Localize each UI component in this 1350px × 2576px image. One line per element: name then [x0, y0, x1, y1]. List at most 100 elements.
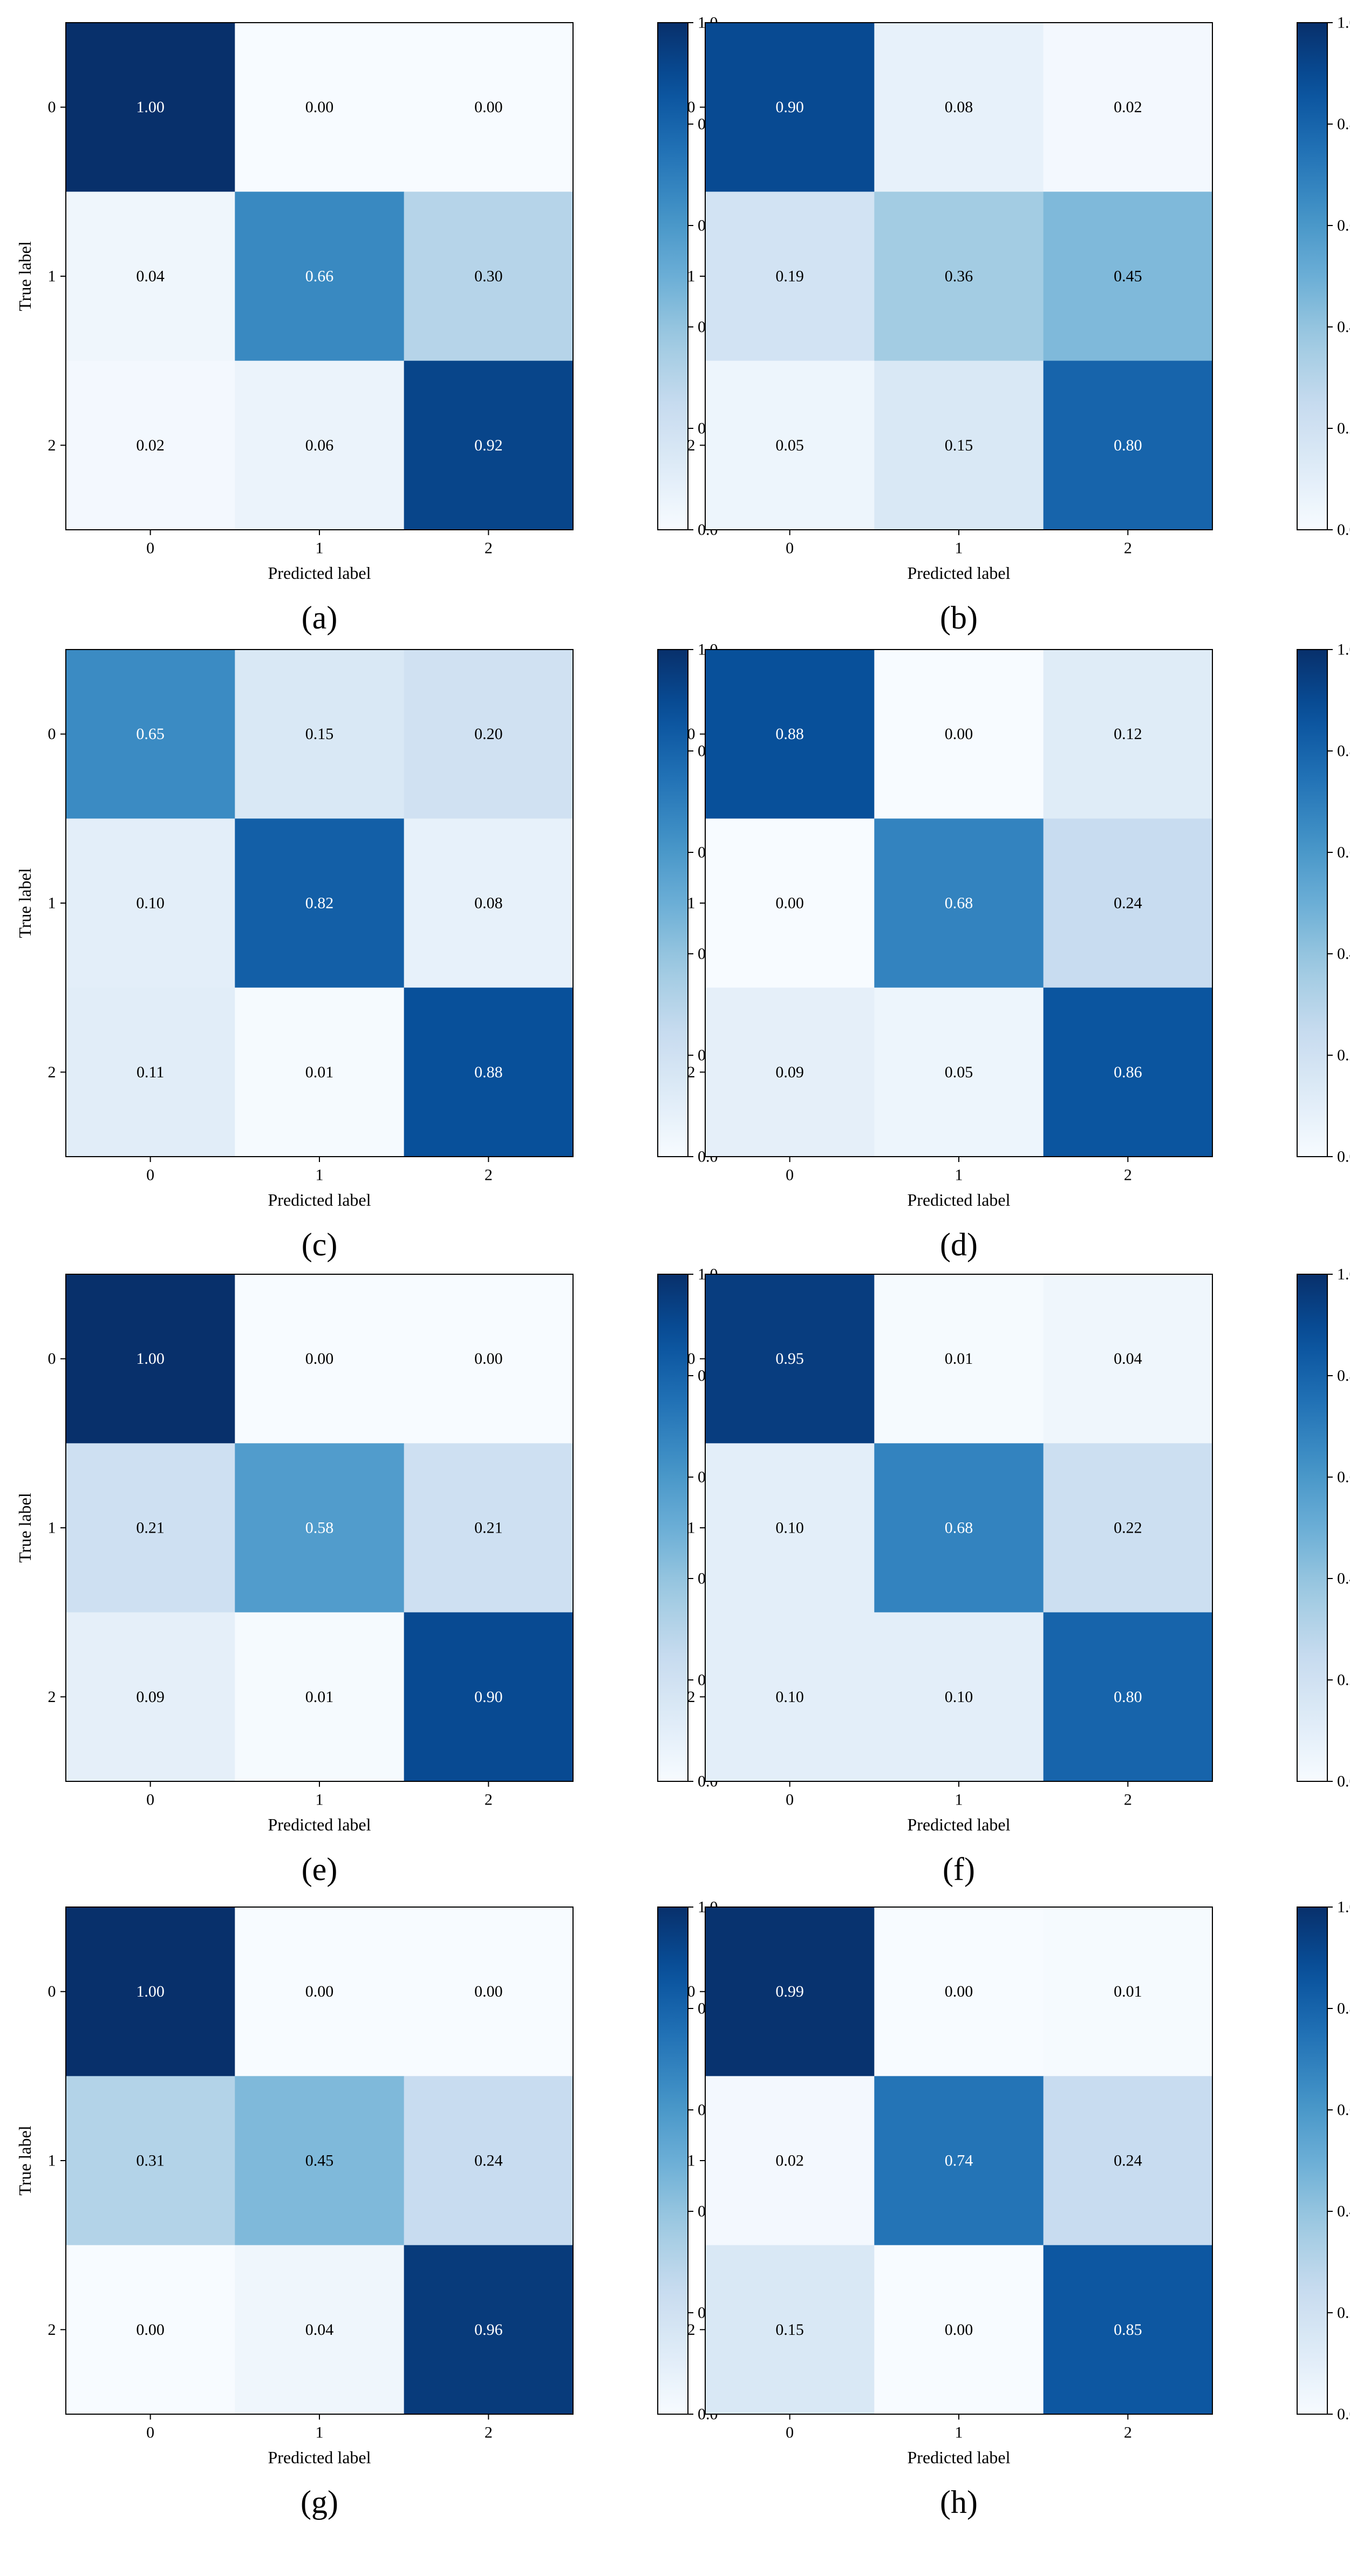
y-tick-label: 0: [48, 1983, 56, 2000]
panel-b: 0.90 0.08 0.020.19 0.36 0.450.05 0.15 0.800 1 20…: [687, 14, 1350, 636]
colorbar-tick-label: 1.0: [1337, 1898, 1350, 1916]
panel-f: 0.95 0.01 0.040.10 0.68 0.220.10 0.10 0.800 1 20…: [687, 1266, 1350, 1888]
cell-value-label: 0.21: [474, 1519, 503, 1537]
y-tick-label: 1: [687, 268, 696, 285]
x-tick-label: 1: [955, 539, 963, 557]
cell-value-label: 0.01: [945, 1350, 973, 1368]
colorbar: [657, 1274, 688, 1782]
x-axis-label: Predicted label: [907, 2448, 1010, 2467]
x-tick-label: 0: [146, 1791, 154, 1809]
heatmap-cell: [235, 1612, 405, 1782]
y-axis-label: True label: [15, 1493, 35, 1563]
x-tick-label: 2: [485, 539, 493, 557]
heatmap-cell: [874, 1274, 1044, 1444]
x-tick-label: 0: [786, 1791, 794, 1809]
heatmap-cell: [705, 1907, 875, 2076]
cell-value-label: 0.15: [775, 2321, 804, 2339]
heatmap-cell: [404, 650, 574, 819]
y-tick-label: 0: [48, 1350, 56, 1368]
x-axis-label: Predicted label: [268, 1815, 371, 1834]
panel-caption: (g): [301, 2484, 338, 2520]
colorbar: [1297, 22, 1328, 530]
x-tick-label: 1: [316, 2424, 324, 2442]
y-axis-label: True label: [15, 2126, 35, 2196]
cell-value-label: 0.15: [945, 436, 973, 454]
heatmap-cell: [404, 360, 574, 530]
cell-value-label: 0.11: [137, 1063, 164, 1081]
heatmap-cell: [66, 650, 235, 819]
colorbar-tick-label: 0.6: [1337, 217, 1350, 235]
heatmap-cell: [874, 1443, 1044, 1613]
colorbar-tick-label: 1.0: [1337, 14, 1350, 32]
cell-value-label: 0.65: [136, 725, 165, 743]
colorbar-tick-label: 0.8: [1337, 742, 1350, 760]
heatmap-cell: [235, 818, 405, 988]
panel-caption: (a): [302, 600, 338, 636]
heatmap-cell: [1043, 818, 1213, 988]
heatmap-cell: [235, 987, 405, 1157]
panel-caption: (f): [943, 1851, 975, 1887]
cell-value-label: 0.45: [305, 2152, 334, 2170]
heatmap-cell: [1043, 2076, 1213, 2246]
heatmap-cell: [874, 987, 1044, 1157]
y-tick-label: 0: [48, 725, 56, 743]
x-tick-label: 1: [955, 1166, 963, 1184]
cell-value-label: 0.10: [136, 894, 165, 912]
cell-value-label: 0.10: [945, 1688, 973, 1706]
cell-value-label: 0.31: [136, 2152, 165, 2170]
cell-value-label: 0.06: [305, 436, 334, 454]
heatmap-cell: [66, 1274, 235, 1444]
colorbar-tick-label: 0.4: [1337, 1570, 1350, 1588]
heatmap-cell: [235, 192, 405, 361]
colorbar-tick-label: 0.2: [1337, 2304, 1350, 2322]
heatmap-cell: [235, 1443, 405, 1613]
x-tick-label: 2: [1124, 1791, 1132, 1809]
colorbar-tick-label: 1.0: [1337, 641, 1350, 659]
x-tick-label: 0: [786, 539, 794, 557]
heatmap-cell: [1043, 1274, 1213, 1444]
colorbar-tick-label: 0.0: [1337, 521, 1350, 539]
cell-value-label: 0.05: [945, 1063, 973, 1081]
cell-value-label: 0.00: [945, 1983, 973, 2000]
colorbar: [657, 22, 688, 530]
y-tick-label: 2: [687, 2321, 696, 2339]
y-tick-label: 1: [48, 1519, 56, 1537]
x-axis-label: Predicted label: [907, 1815, 1010, 1834]
heatmap-cell: [235, 2076, 405, 2246]
panel-a: 1.00 0.00 0.00 0.04 0.66 0.30 0.02 0.06 0.92 0 1 2 0…: [15, 14, 718, 636]
heatmap-cell: [66, 987, 235, 1157]
cell-value-label: 0.00: [474, 1983, 503, 2000]
cell-value-label: 0.24: [1114, 894, 1142, 912]
heatmap-cell: [1043, 987, 1213, 1157]
cell-value-label: 0.12: [1114, 725, 1142, 743]
y-tick-label: 1: [687, 2152, 696, 2170]
heatmap-cell: [874, 360, 1044, 530]
heatmap-cell: [705, 360, 875, 530]
y-tick-label: 0: [687, 1350, 696, 1368]
heatmap-cell: [66, 360, 235, 530]
y-tick-label: 2: [48, 436, 56, 454]
heatmap-cell: [66, 818, 235, 988]
y-axis-label: True label: [15, 241, 35, 311]
cell-value-label: 0.02: [775, 2152, 804, 2170]
heatmap-cell: [1043, 650, 1213, 819]
cell-value-label: 0.00: [945, 2321, 973, 2339]
heatmap-cell: [66, 23, 235, 192]
cell-value-label: 0.09: [775, 1063, 804, 1081]
y-tick-label: 2: [48, 1063, 56, 1081]
y-tick-label: 2: [687, 436, 696, 454]
cell-value-label: 0.08: [474, 894, 503, 912]
heatmap-cell: [404, 1907, 574, 2076]
heatmap-cell: [66, 2245, 235, 2415]
cell-value-label: 0.15: [305, 725, 334, 743]
y-tick-label: 1: [687, 894, 696, 912]
cell-value-label: 0.10: [775, 1688, 804, 1706]
x-axis-label: Predicted label: [268, 1190, 371, 1210]
cell-value-label: 0.01: [305, 1063, 334, 1081]
colorbar: [1297, 649, 1328, 1157]
x-tick-label: 0: [146, 2424, 154, 2442]
heatmap-cell: [235, 650, 405, 819]
heatmap-cell: [404, 818, 574, 988]
heatmap-cell: [404, 23, 574, 192]
y-tick-label: 1: [48, 894, 56, 912]
